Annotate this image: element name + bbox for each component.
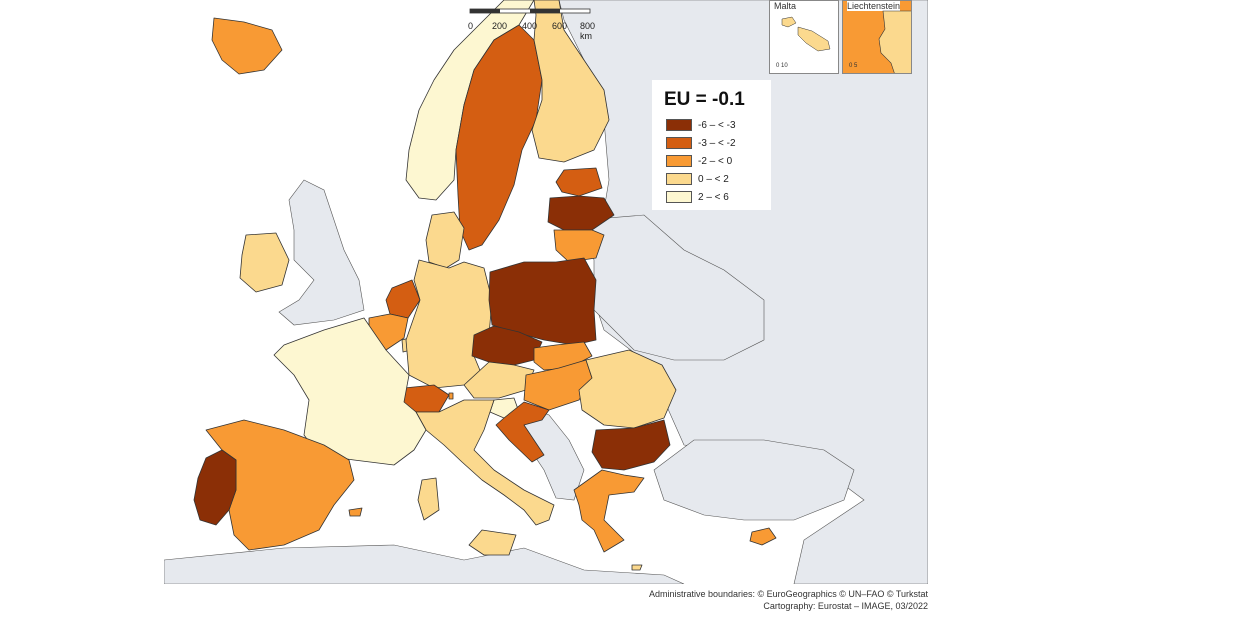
north-africa: [164, 544, 685, 584]
credits-line-boundaries: Administrative boundaries: © EuroGeograp…: [648, 589, 928, 599]
region-denmark: [425, 211, 465, 269]
region-lithuania: [553, 229, 605, 263]
non-eu-land: [164, 0, 928, 584]
legend-swatch: [666, 155, 692, 167]
liechtenstein-inset: Liechtenstein 0 5: [842, 0, 912, 74]
legend-swatch: [666, 137, 692, 149]
legend-item: -6 – < -3: [666, 118, 736, 132]
region-latvia: [547, 195, 615, 231]
legend-swatch: [666, 173, 692, 185]
region-malta: [631, 564, 643, 571]
region-croatia: [495, 401, 550, 463]
region-liechtenstein: [448, 392, 454, 400]
region-portugal: [193, 449, 237, 526]
legend: EU = -0.1 -6 – < -3 -3 – < -2 -2 – < 0 0…: [652, 80, 771, 210]
map-area: 0 200 400 600 800 km Malta 0 10 Liechten…: [164, 0, 928, 584]
scale-tick-400: 400: [522, 21, 538, 31]
legend-label: -2 – < 0: [698, 155, 733, 167]
uk: [278, 179, 365, 326]
region-spain: [205, 419, 363, 551]
legend-item: -3 – < -2: [666, 136, 736, 150]
malta-inset-map: [781, 16, 831, 52]
legend-label: 2 – < 6: [698, 191, 729, 203]
legend-title: EU = -0.1: [664, 89, 745, 110]
scale-tick-800km: 800 km: [580, 21, 596, 41]
region-iceland: [211, 17, 283, 75]
legend-swatch: [666, 119, 692, 131]
map-svg: [164, 0, 928, 584]
region-greece: [573, 469, 645, 553]
malta-inset: Malta 0 10: [769, 0, 839, 74]
region-cyprus: [749, 527, 777, 546]
scale-bar: 0 200 400 600 800 km: [468, 5, 608, 41]
region-finland: [531, 0, 610, 163]
legend-label: -6 – < -3: [698, 119, 736, 131]
region-bulgaria: [591, 419, 671, 471]
map-credits: Administrative boundaries: © EuroGeograp…: [649, 588, 928, 612]
region-ireland: [239, 232, 290, 293]
region-italy: [415, 399, 555, 556]
region-poland: [488, 257, 597, 346]
turkey: [653, 439, 855, 521]
liechtenstein-inset-map: [878, 10, 911, 73]
legend-label: 0 – < 2: [698, 173, 729, 185]
malta-inset-title: Malta: [774, 1, 797, 11]
legend-item: 0 – < 2: [666, 172, 729, 186]
scale-tick-0: 0: [468, 21, 474, 31]
credits-line-cartography: Cartography: Eurostat – IMAGE, 03/2022: [763, 601, 928, 611]
scale-tick-200: 200: [492, 21, 508, 31]
legend-item: 2 – < 6: [666, 190, 729, 204]
liechtenstein-inset-scale: 0 5: [849, 63, 858, 69]
region-france: [273, 317, 427, 466]
scale-tick-600: 600: [552, 21, 568, 31]
legend-item: -2 – < 0: [666, 154, 732, 168]
legend-label: -3 – < -2: [698, 137, 736, 149]
liechtenstein-inset-title: Liechtenstein: [847, 1, 901, 11]
malta-inset-scale: 0 10: [776, 63, 788, 69]
region-germany: [405, 259, 493, 389]
legend-swatch: [666, 191, 692, 203]
scale-bar-graphic: [469, 8, 591, 14]
